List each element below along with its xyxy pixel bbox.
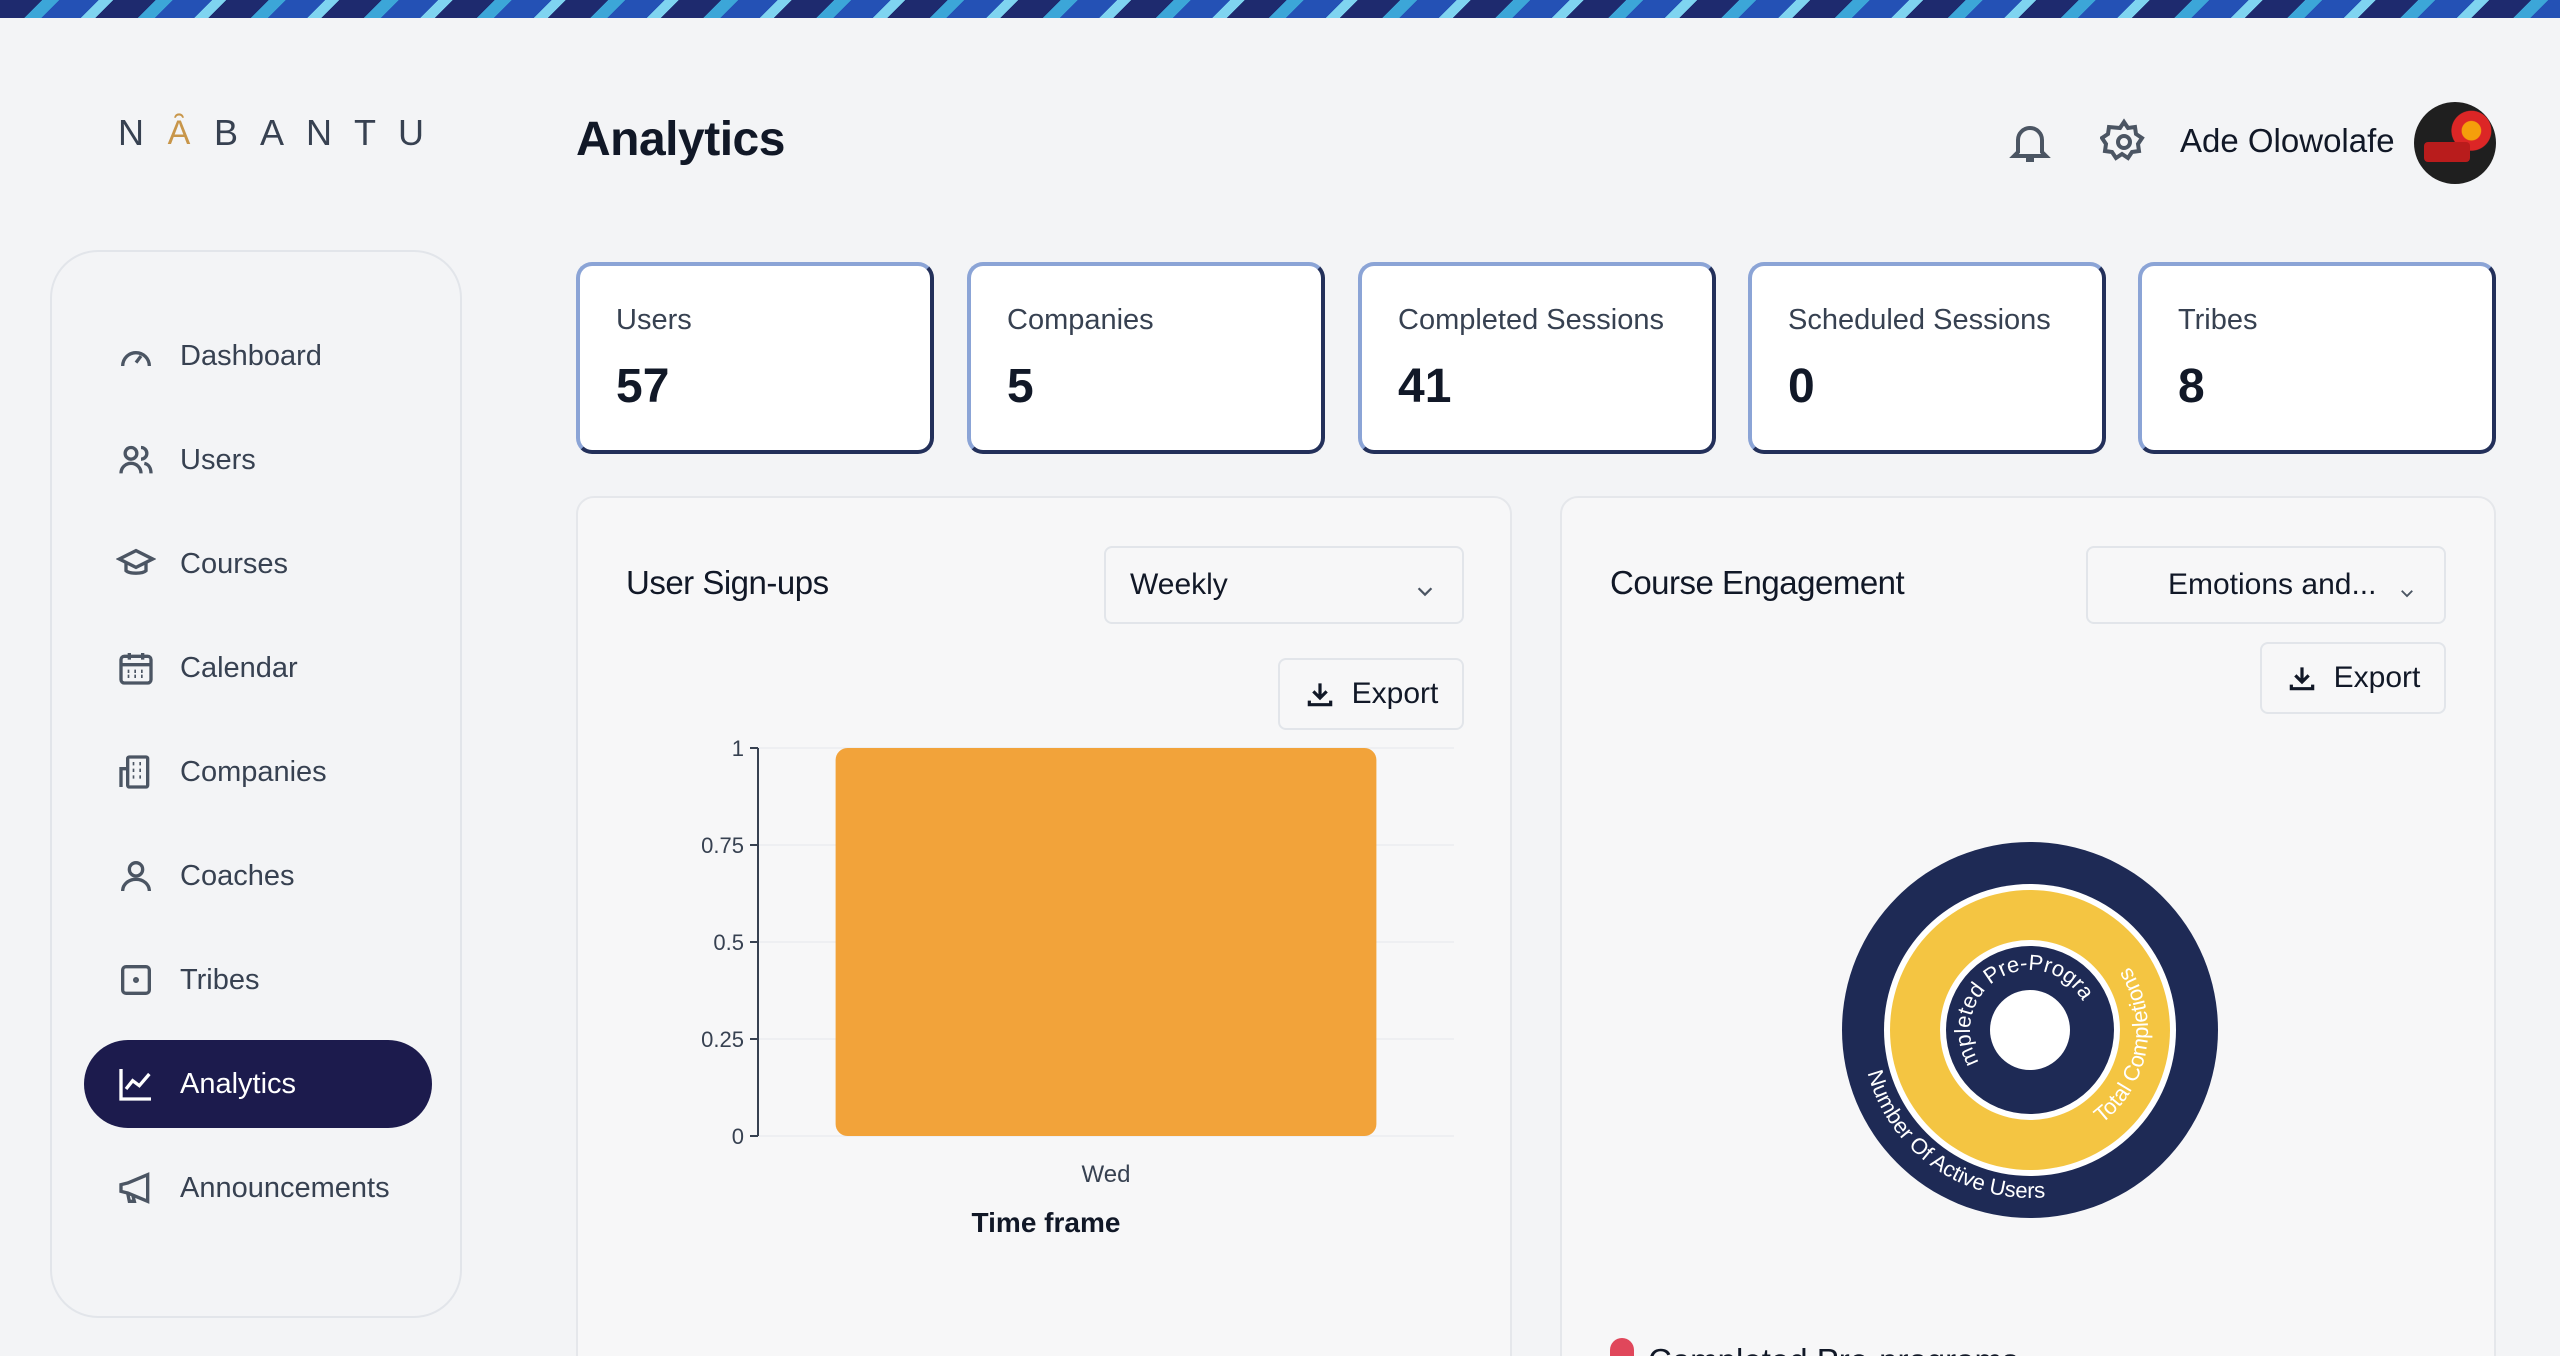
y-tick-label: 0 [732,1124,744,1149]
logo-letter: N [118,112,166,153]
stat-label: Tribes [2178,304,2258,336]
sidebar-item-label: Analytics [180,1067,297,1100]
megaphone-icon [116,1168,156,1208]
sidebar-item-courses[interactable]: Courses [84,520,432,608]
avatar[interactable] [2414,102,2496,184]
sidebar-item-analytics[interactable]: Analytics [84,1040,432,1128]
bell-icon[interactable] [2006,118,2054,166]
logo-mark: Ȃ [167,113,191,152]
sidebar-item-announcements[interactable]: Announcements [84,1144,432,1232]
avatar-image [2424,142,2470,162]
y-tick-label: 1 [732,736,744,761]
user-signups-panel: User Sign-ups Weekly Export 0 0.25 0.5 0.75… [576,496,1512,1356]
square-dot-icon [116,960,156,1000]
page-title: Analytics [576,113,785,166]
x-axis-label: Time frame [972,1207,1121,1238]
course-filter-select[interactable]: Emotions and... [2086,546,2446,624]
legend-label: Completed Pre-programs [1648,1342,2018,1356]
stat-label: Companies [1007,304,1154,336]
select-value: Emotions and... [2168,568,2377,601]
chevron-down-icon [1414,576,1436,598]
stat-card-users: Users 57 [576,262,934,454]
y-tick-label: 0.5 [713,930,744,955]
stat-label: Users [616,304,692,336]
stat-card-completed-sessions: Completed Sessions 41 [1358,262,1716,454]
sidebar-item-tribes[interactable]: Tribes [84,936,432,1024]
course-engagement-panel: Course Engagement Emotions and... Export… [1560,496,2496,1356]
gauge-icon [116,336,156,376]
y-tick-label: 0.75 [701,833,744,858]
graduation-cap-icon [116,544,156,584]
y-tick-label: 0.25 [701,1027,744,1052]
export-button[interactable]: Export [1278,658,1464,730]
sidebar-item-users[interactable]: Users [84,416,432,504]
export-label: Export [1351,677,1439,710]
stat-label: Scheduled Sessions [1788,304,2051,336]
stat-value: 41 [1398,360,1452,413]
panel-title: User Sign-ups [626,564,829,601]
line-chart-icon [116,1064,156,1104]
calendar-icon [116,648,156,688]
stat-card-tribes: Tribes 8 [2138,262,2496,454]
sidebar: Dashboard Users Courses Calendar Compani… [50,250,462,1318]
building-icon [116,752,156,792]
download-icon [1307,683,1332,707]
sidebar-item-label: Users [180,443,256,476]
export-button[interactable]: Export [2260,642,2446,714]
chevron-down-icon [2398,576,2416,598]
stat-value: 8 [2178,360,2205,413]
sidebar-item-calendar[interactable]: Calendar [84,624,432,712]
stat-card-scheduled-sessions: Scheduled Sessions 0 [1748,262,2106,454]
logo-rest: BANTU [214,112,447,153]
stat-value: 5 [1007,360,1034,413]
person-icon [116,856,156,896]
x-tick-label: Wed [1082,1161,1131,1188]
ring-center [1990,990,2070,1070]
panel-title: Course Engagement [1610,564,1905,601]
bar[interactable] [835,748,1377,1136]
sidebar-item-label: Announcements [180,1171,390,1204]
export-label: Export [2333,661,2421,694]
sidebar-item-label: Companies [180,755,327,788]
legend-dot [1610,1338,1634,1356]
sidebar-item-label: Courses [180,547,288,580]
sidebar-item-companies[interactable]: Companies [84,728,432,816]
users-icon [116,440,156,480]
download-icon [2289,667,2314,691]
decorative-banner [0,0,2560,18]
sidebar-item-label: Coaches [180,859,295,892]
sidebar-item-label: Tribes [180,963,260,996]
gear-icon[interactable] [2099,118,2148,166]
stat-value: 0 [1788,360,1815,413]
stat-label: Completed Sessions [1398,304,1664,336]
nabantu-logo[interactable]: N Ȃ BANTU [118,112,446,154]
sidebar-item-coaches[interactable]: Coaches [84,832,432,920]
sidebar-item-label: Dashboard [180,339,322,372]
timeframe-select[interactable]: Weekly [1104,546,1464,624]
signups-bar-chart: 0 0.25 0.5 0.75 1 Wed Time frame [701,736,1454,1238]
select-value: Weekly [1130,568,1228,601]
sidebar-item-label: Calendar [180,651,298,684]
user-name[interactable]: Ade Olowolafe [2180,122,2395,159]
sidebar-item-dashboard[interactable]: Dashboard [84,312,432,400]
stat-value: 57 [616,360,670,413]
stat-card-companies: Companies 5 [967,262,1325,454]
